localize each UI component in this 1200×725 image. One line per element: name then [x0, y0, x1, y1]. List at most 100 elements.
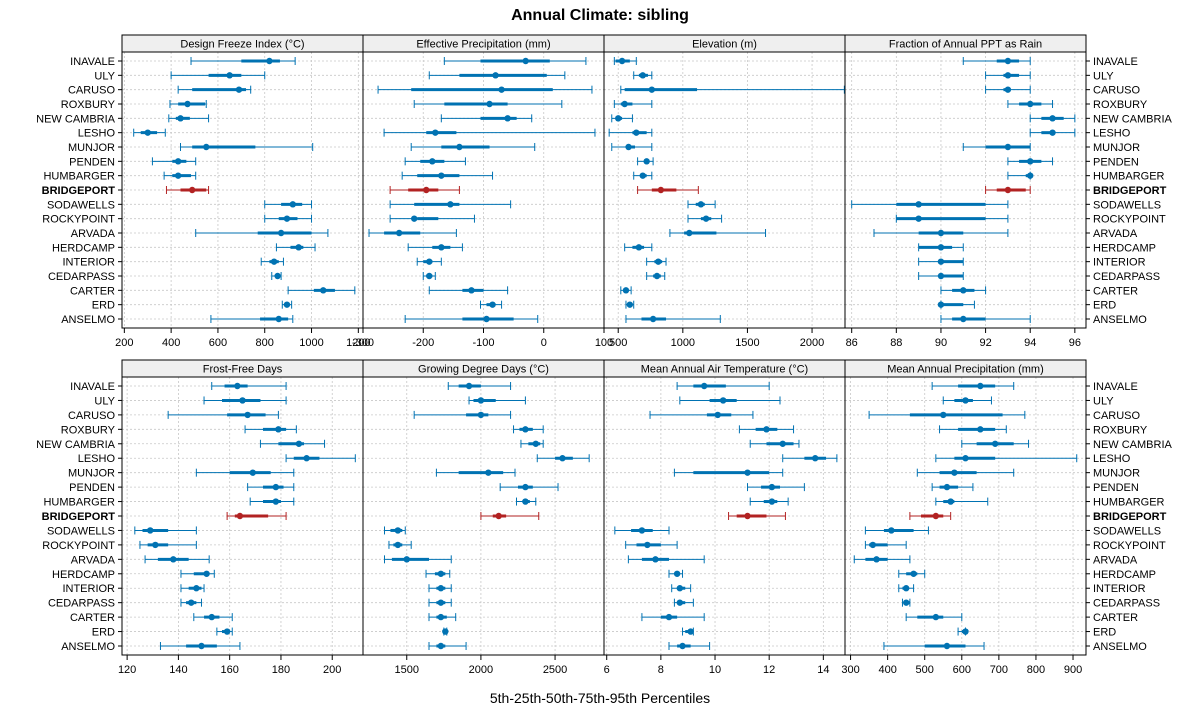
median-point	[1004, 143, 1012, 151]
median-point	[869, 541, 877, 549]
median-point	[655, 258, 662, 265]
interval-caruso	[985, 85, 1031, 94]
interval-munjor	[673, 468, 784, 477]
interval-sodawells	[614, 526, 670, 535]
site-label-caruso: CARUSO	[1093, 85, 1141, 97]
median-point	[184, 100, 191, 108]
site-label-interior: INTERIOR	[62, 583, 115, 595]
median-point	[644, 541, 651, 549]
interval-anselmo	[428, 642, 467, 650]
site-label-interior: INTERIOR	[62, 257, 115, 269]
panel-title: Design Freeze Index (°C)	[180, 39, 304, 51]
interval-anselmo	[625, 315, 721, 323]
median-point	[559, 455, 566, 462]
x-tick-label: 94	[1024, 337, 1036, 349]
median-point	[932, 613, 940, 621]
median-point	[768, 483, 776, 491]
median-point	[193, 585, 200, 592]
interval-erd	[216, 627, 233, 636]
interval-uly	[679, 396, 781, 405]
interval-arvada	[627, 555, 705, 564]
median-point	[633, 129, 640, 136]
median-point	[657, 186, 665, 194]
interval-rockypoint	[895, 214, 1009, 223]
interval-new-cambria	[749, 439, 800, 448]
interval-penden	[247, 483, 295, 492]
median-point	[426, 258, 433, 265]
site-label-carter: CARTER	[70, 285, 115, 297]
median-point	[289, 201, 297, 208]
median-point	[223, 628, 231, 635]
site-label-sodawells: SODAWELLS	[47, 525, 115, 537]
interval-humbarger	[749, 497, 789, 506]
median-point	[174, 158, 182, 165]
interval-penden	[637, 157, 654, 166]
interval-carter	[620, 286, 632, 295]
median-point	[235, 86, 243, 93]
median-point	[915, 201, 922, 208]
median-point	[303, 455, 310, 462]
interval-rockypoint	[625, 540, 678, 549]
x-tick-label: 1000	[671, 337, 695, 349]
site-label-arvada: ARVADA	[71, 554, 116, 566]
x-tick-label: 8	[658, 664, 664, 676]
interval-humbarger	[401, 171, 494, 180]
interval-uly	[633, 71, 653, 80]
interval-humbarger	[935, 497, 989, 506]
interval-rockypoint	[139, 540, 197, 549]
interval-arvada	[144, 555, 210, 564]
median-point	[687, 628, 694, 635]
median-point	[147, 527, 154, 534]
median-point	[649, 315, 657, 323]
interval-caruso	[868, 410, 1026, 419]
median-point	[937, 301, 945, 308]
median-point	[635, 244, 643, 251]
x-tick-label: 0	[541, 337, 547, 349]
median-point	[1004, 186, 1012, 194]
panel-title: Elevation (m)	[692, 39, 757, 51]
site-label-penden: PENDEN	[69, 156, 115, 168]
panel-title: Mean Annual Precipitation (mm)	[887, 364, 1044, 376]
x-tick-label: 200	[115, 337, 133, 349]
site-label-carter: CARTER	[1093, 285, 1138, 297]
median-point	[532, 440, 539, 447]
x-tick-label: 12	[763, 664, 775, 676]
median-point	[652, 556, 659, 563]
median-point	[932, 512, 940, 520]
interval-sodawells	[864, 526, 929, 535]
median-point	[438, 172, 445, 179]
interval-caruso	[377, 85, 593, 94]
median-point	[170, 556, 177, 563]
interval-inavale	[443, 57, 587, 65]
site-label-arvada: ARVADA	[1093, 554, 1138, 566]
median-point	[203, 570, 210, 577]
interval-rockypoint	[264, 214, 313, 223]
median-point	[437, 570, 445, 577]
median-point	[700, 382, 708, 390]
x-tick-label: 200	[323, 664, 341, 676]
interval-humbarger	[515, 497, 537, 506]
interval-uly	[203, 396, 287, 405]
interval-herdcamp	[275, 243, 316, 252]
interval-humbarger	[633, 171, 653, 180]
median-point	[174, 172, 182, 179]
interval-inavale	[676, 382, 770, 390]
interval-sodawells	[134, 526, 197, 535]
panel-title: Fraction of Annual PPT as Rain	[889, 39, 1042, 51]
interval-roxbury	[413, 100, 563, 108]
site-label-carter: CARTER	[1093, 612, 1138, 624]
median-point	[962, 628, 969, 635]
x-tick-label: 600	[953, 664, 971, 676]
interval-cedarpass	[901, 598, 911, 607]
median-point	[239, 397, 246, 404]
site-label-bridgeport: BRIDGEPORT	[1093, 185, 1167, 197]
median-point	[1027, 172, 1034, 179]
interval-lesho	[1029, 128, 1076, 137]
site-label-penden: PENDEN	[1093, 482, 1139, 494]
interval-humbarger	[249, 497, 295, 506]
median-point	[188, 186, 196, 194]
interval-roxbury	[613, 100, 653, 108]
median-point	[295, 244, 302, 251]
median-point	[144, 129, 151, 136]
site-label-inavale: INAVALE	[1093, 381, 1138, 393]
